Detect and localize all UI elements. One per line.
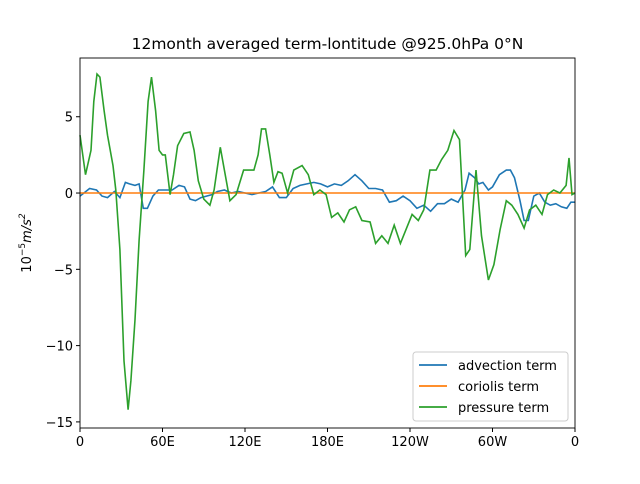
y-tick-label: −10 xyxy=(46,340,73,355)
y-label-part: −5 xyxy=(18,243,28,256)
x-tick-label: 0 xyxy=(76,435,84,450)
y-axis-label: 10−5m/s2 xyxy=(18,213,35,273)
x-tick-label: 0 xyxy=(571,435,579,450)
legend-label: advection term xyxy=(458,359,557,374)
y-label-part: 2 xyxy=(18,213,28,219)
y-tick-label: −15 xyxy=(46,416,73,431)
y-tick-label: −5 xyxy=(54,263,73,278)
legend: advection term coriolis term pressure term xyxy=(412,351,569,422)
series-line xyxy=(79,72,576,410)
x-tick-label: 60W xyxy=(478,435,508,450)
legend-label: coriolis term xyxy=(458,380,539,395)
y-label-part: 10 xyxy=(20,256,35,273)
plot-frame xyxy=(79,57,576,429)
x-tick-label: 120E xyxy=(228,435,261,450)
x-tick-label: 120W xyxy=(391,435,429,450)
y-tick-label: 5 xyxy=(65,111,73,126)
y-label-part: m/s xyxy=(20,219,35,243)
chart-title: 12month averaged term-lontitude @925.0hP… xyxy=(132,35,524,53)
x-tick-label: 180E xyxy=(311,435,344,450)
legend-label: pressure term xyxy=(458,401,549,416)
series-line xyxy=(79,169,575,222)
legend-box xyxy=(412,351,569,422)
x-tick-label: 60E xyxy=(150,435,175,450)
y-tick-label: 0 xyxy=(65,187,73,202)
